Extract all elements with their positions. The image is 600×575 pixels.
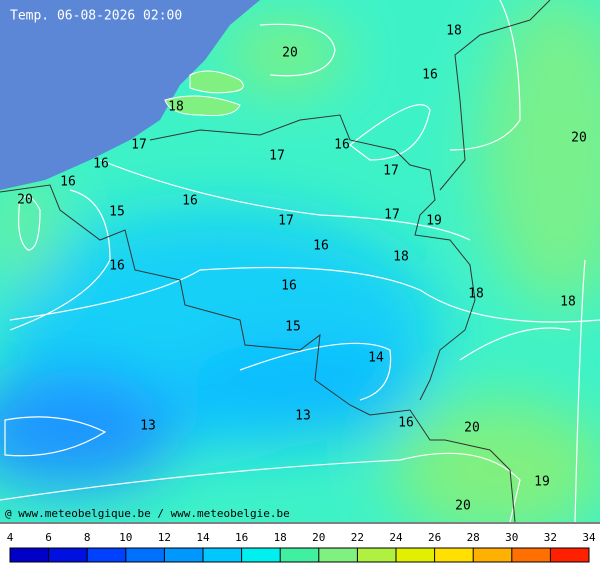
colorbar-segment	[241, 548, 281, 562]
colorbar-label: 32	[544, 531, 557, 544]
islands	[164, 70, 244, 116]
colorbar-label: 8	[84, 531, 91, 544]
contour-label: 18	[560, 295, 576, 310]
contour-label: 20	[464, 421, 480, 436]
colorbar-segment	[396, 548, 435, 562]
copyright: @ www.meteobelgique.be / www.meteobelgie…	[5, 507, 290, 520]
colorbar-label: 6	[45, 531, 52, 544]
contour-label: 16	[398, 416, 414, 431]
colorbar-label: 26	[428, 531, 441, 544]
contour-labels: 18 20 16 18 20 17 16 17 16 17 16 20 16 1…	[17, 24, 587, 514]
colorbar-segment	[125, 548, 165, 562]
isotherms	[0, 0, 600, 522]
contour-label: 15	[285, 320, 301, 335]
contour-label: 13	[140, 419, 156, 434]
contour-label: 17	[269, 149, 285, 164]
contour-label: 18	[393, 250, 409, 265]
contour-label: 19	[534, 475, 550, 490]
contour-label: 16	[281, 279, 297, 294]
colorbar-label: 16	[235, 531, 248, 544]
colorbar-label: 30	[505, 531, 518, 544]
contour-label: 17	[384, 208, 400, 223]
colorbar-segment	[511, 548, 551, 562]
colorbar-label: 20	[312, 531, 325, 544]
contour-label: 18	[168, 100, 184, 115]
contour-label: 17	[131, 138, 147, 153]
contour-label: 16	[422, 68, 438, 83]
contour-label: 16	[334, 138, 350, 153]
contour-label: 17	[278, 214, 294, 229]
contour-label: 16	[313, 239, 329, 254]
contour-label: 20	[17, 193, 33, 208]
colorbar-label: 28	[467, 531, 480, 544]
map-title: Temp. 06-08-2026 02:00	[10, 9, 182, 24]
contour-label: 16	[60, 175, 76, 190]
contour-label: 13	[295, 409, 311, 424]
colorbar-segment	[357, 548, 396, 562]
colorbar-segment	[203, 548, 242, 562]
colorbar-segment	[280, 548, 319, 562]
contour-label: 19	[426, 214, 442, 229]
temperature-field	[0, 0, 600, 522]
sea	[0, 0, 260, 190]
colorbar-segment	[473, 548, 512, 562]
colorbar-label: 18	[274, 531, 287, 544]
contour-label: 16	[109, 259, 125, 274]
colorbar-label: 24	[389, 531, 403, 544]
contour-label: 18	[446, 24, 462, 39]
contour-label: 20	[455, 499, 471, 514]
colorbar-label: 22	[351, 531, 364, 544]
colorbar-label: 12	[158, 531, 171, 544]
contour-label: 14	[368, 351, 384, 366]
contour-label: 16	[182, 194, 198, 209]
contour-label: 20	[571, 131, 587, 146]
contour-label: 20	[282, 46, 298, 61]
contour-label: 16	[93, 157, 109, 172]
colorbar-segment	[10, 548, 49, 562]
colorbar-label: 4	[7, 531, 14, 544]
colorbar-segment	[434, 548, 474, 562]
colorbar-segment	[164, 548, 203, 562]
colorbar-label: 14	[196, 531, 210, 544]
colorbar-segment	[318, 548, 358, 562]
colorbar-segment	[87, 548, 126, 562]
contour-label: 18	[468, 287, 484, 302]
colorbar: 4 6 8 10 12 14 16 18 20 22 24 26 28 30 32 34	[7, 531, 596, 563]
colorbar-segment	[550, 548, 589, 562]
contour-label: 17	[383, 164, 399, 179]
colorbar-segment	[48, 548, 88, 562]
colorbar-label: 34	[582, 531, 596, 544]
colorbar-label: 10	[119, 531, 132, 544]
borders	[0, 0, 551, 522]
contour-label: 15	[109, 205, 125, 220]
